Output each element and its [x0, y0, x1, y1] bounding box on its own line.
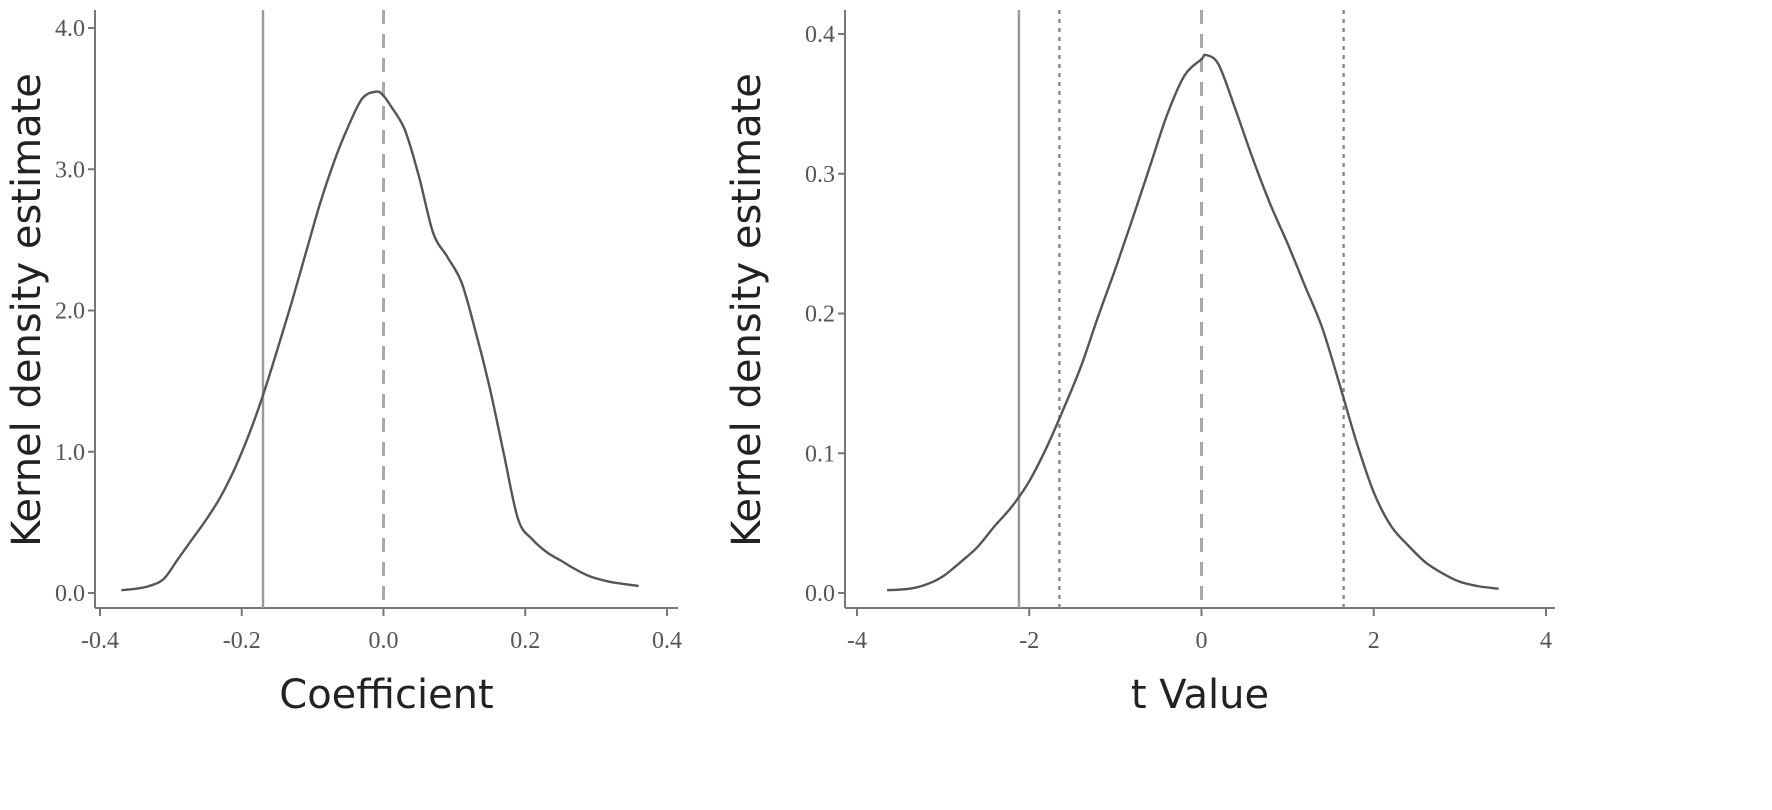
- y-tick-label: 0.2: [805, 302, 835, 328]
- y-tick-label: 0.1: [805, 441, 835, 467]
- x-axis-title: Coefficient: [279, 672, 493, 718]
- density-curve: [121, 90, 639, 592]
- x-tick-label: -2: [1019, 628, 1039, 654]
- x-tick-label: 0.2: [510, 628, 540, 654]
- x-tick-label: -0.4: [81, 628, 119, 654]
- density-curve: [887, 53, 1499, 592]
- x-tick-label: 0.0: [369, 628, 399, 654]
- y-axis-title: Kernel density estimate: [724, 73, 770, 547]
- y-tick-label: 0.0: [55, 581, 85, 607]
- x-tick-label: 0.4: [652, 628, 682, 654]
- y-tick-label: 4.0: [55, 16, 85, 42]
- y-tick-label: 2.0: [55, 299, 85, 325]
- y-tick-label: 1.0: [55, 440, 85, 466]
- y-tick-label: 3.0: [55, 157, 85, 183]
- y-tick-label: 0.3: [805, 162, 835, 188]
- y-tick-label: 0.0: [805, 581, 835, 607]
- x-tick-label: 4: [1540, 628, 1552, 654]
- y-axis-title: Kernel density estimate: [4, 73, 50, 547]
- x-axis-title: t Value: [1131, 672, 1269, 718]
- x-tick-label: -0.2: [223, 628, 261, 654]
- x-tick-label: 2: [1368, 628, 1380, 654]
- coefficient-density-panel: 0.0 1.0 2.0 3.0 4.0 -0.4 -0.2 0.0 0.2 0.4 Coeffici…: [4, 10, 682, 718]
- y-tick-label: 0.4: [805, 22, 835, 48]
- t-value-density-panel: 0.0 0.1 0.2 0.3 0.4 -4 -2 0 2 4 t Value Kernel dens…: [724, 10, 1555, 718]
- x-tick-label: -4: [847, 628, 867, 654]
- x-tick-label: 0: [1196, 628, 1208, 654]
